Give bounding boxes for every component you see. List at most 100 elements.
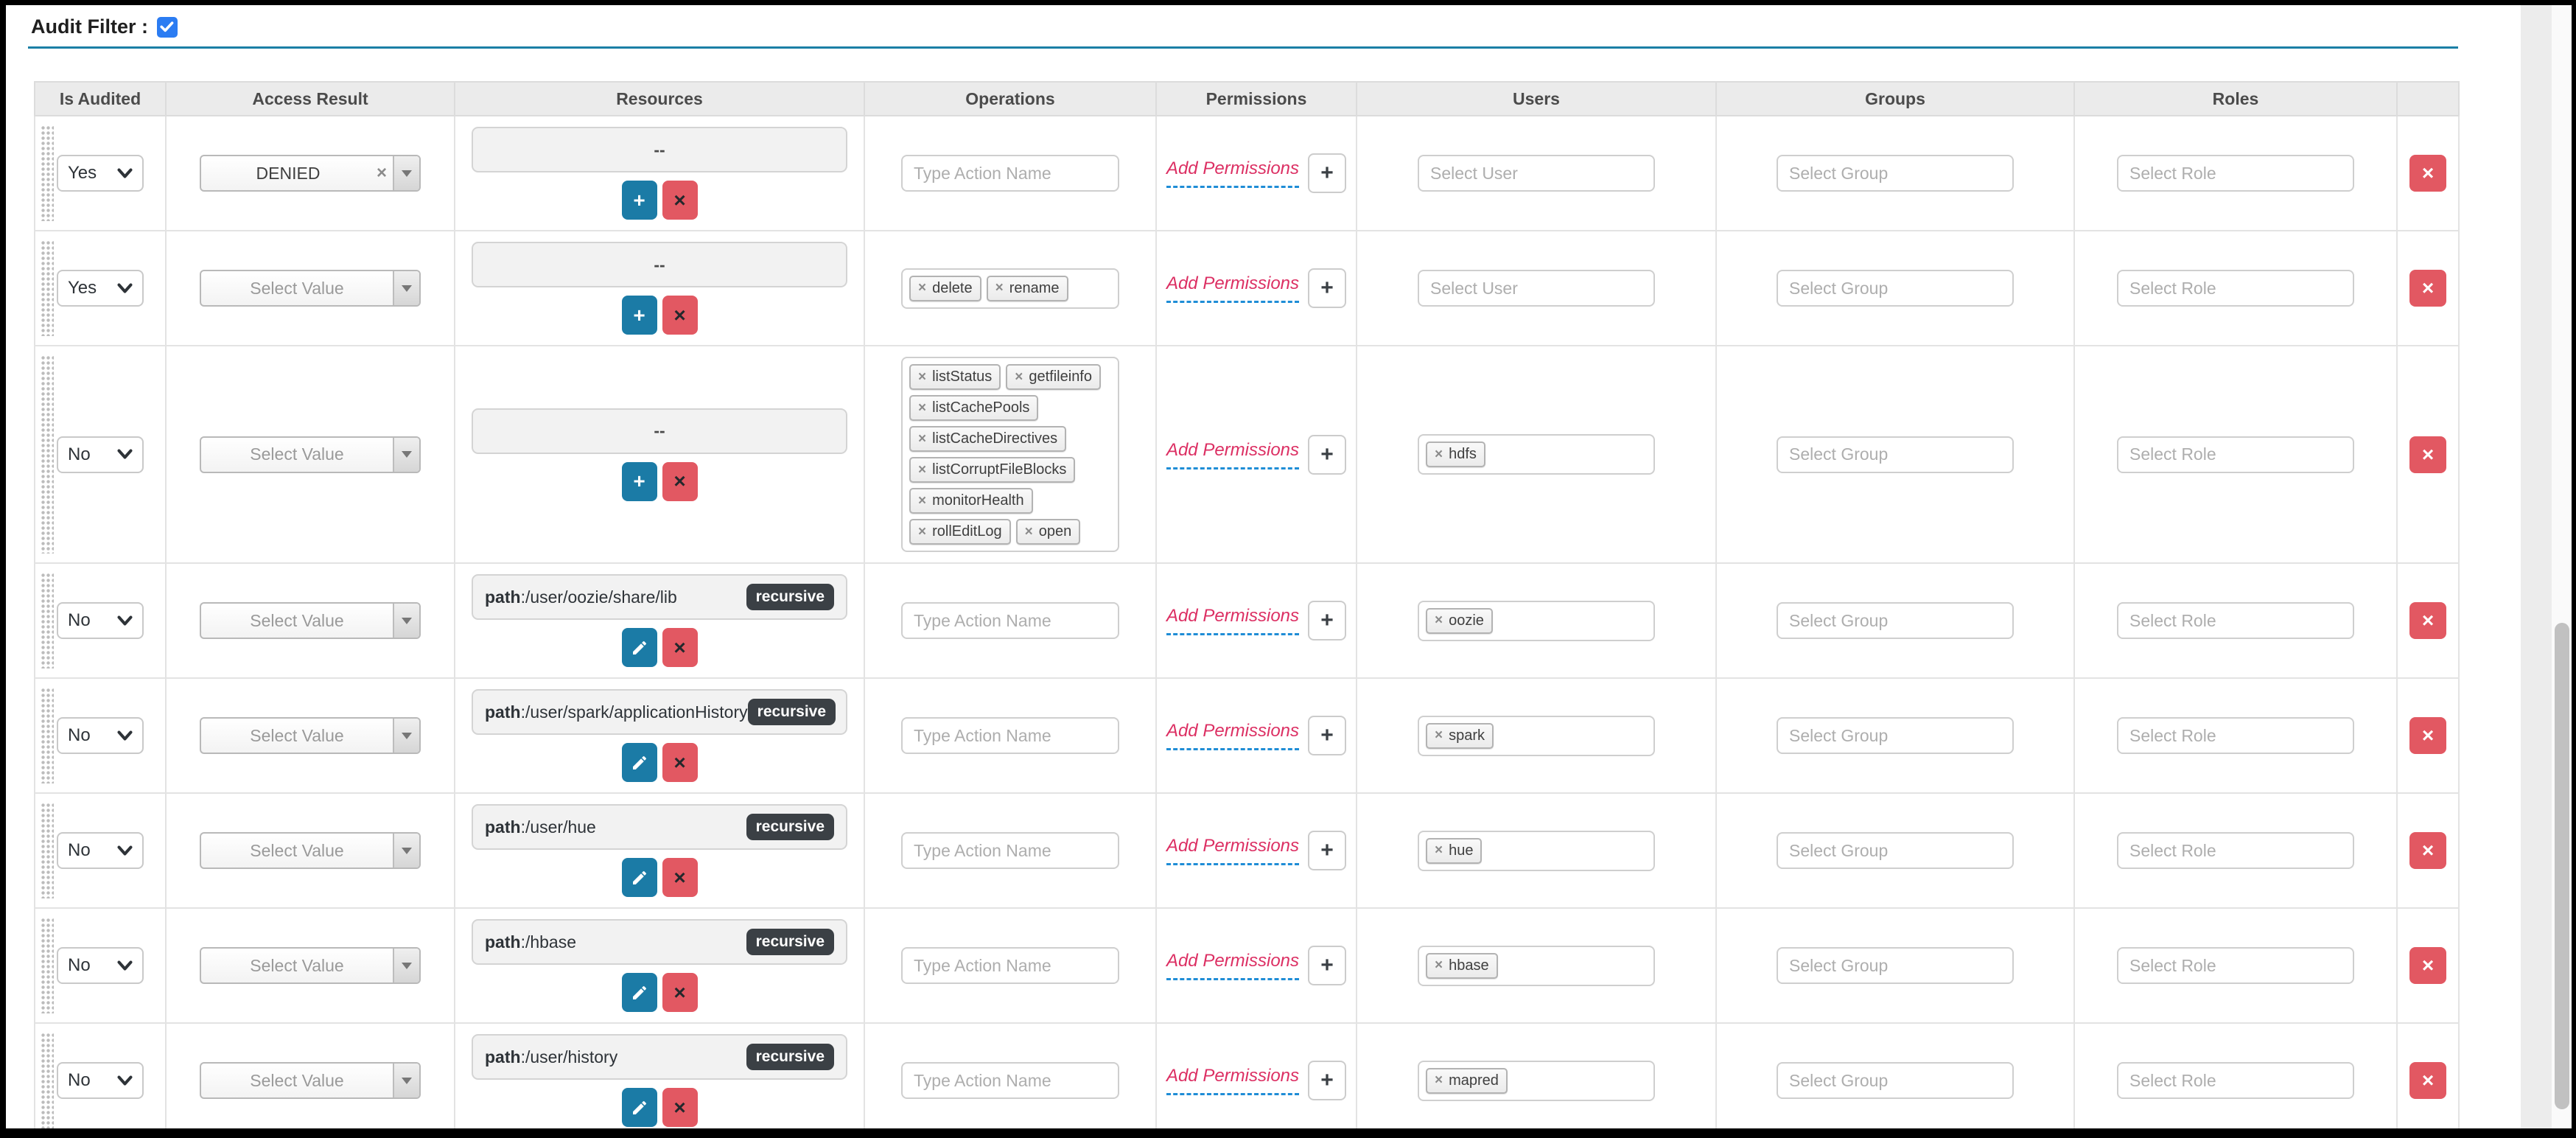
add-permissions-link[interactable]: Add Permissions (1166, 273, 1300, 303)
is-audited-select[interactable]: No (57, 602, 144, 639)
users-tags[interactable]: × hue (1418, 830, 1655, 871)
operations-input[interactable]: Type Action Name (901, 602, 1119, 639)
operations-input[interactable]: Type Action Name (901, 717, 1119, 754)
remove-resource-button[interactable]: × (662, 296, 698, 335)
users-tags[interactable]: × mapred (1418, 1060, 1655, 1101)
drag-handle[interactable] (41, 355, 54, 554)
remove-tag-icon[interactable]: × (918, 430, 927, 447)
dropdown-arrow-icon[interactable] (393, 834, 419, 868)
add-resource-button[interactable]: + (621, 296, 657, 335)
users-tags[interactable]: × oozie (1418, 600, 1655, 641)
remove-resource-button[interactable]: × (662, 461, 698, 501)
add-permission-button[interactable]: + (1308, 946, 1347, 985)
remove-tag-icon[interactable]: × (995, 280, 1004, 296)
access-result-select[interactable]: Select Value × (200, 947, 421, 984)
remove-resource-button[interactable]: × (662, 973, 698, 1012)
add-permissions-link[interactable]: Add Permissions (1166, 440, 1300, 469)
remove-resource-button[interactable]: × (662, 858, 698, 897)
is-audited-select[interactable]: No (57, 436, 144, 473)
users-tags[interactable]: × hbase (1418, 945, 1655, 986)
roles-input[interactable]: Select Role (2117, 436, 2354, 473)
add-resource-button[interactable]: + (621, 461, 657, 501)
is-audited-select[interactable]: No (57, 947, 144, 984)
roles-input[interactable]: Select Role (2117, 717, 2354, 754)
edit-resource-button[interactable] (621, 743, 657, 782)
groups-input[interactable]: Select Group (1777, 832, 2014, 869)
operations-input[interactable]: Type Action Name (901, 155, 1119, 192)
remove-tag-icon[interactable]: × (1435, 957, 1443, 973)
remove-tag-icon[interactable]: × (918, 399, 927, 416)
remove-tag-icon[interactable]: × (1435, 612, 1443, 628)
dropdown-arrow-icon[interactable] (393, 271, 419, 305)
groups-input[interactable]: Select Group (1777, 1062, 2014, 1099)
dropdown-arrow-icon[interactable] (393, 604, 419, 638)
access-result-select[interactable]: Select Value × (200, 602, 421, 639)
add-permissions-link[interactable]: Add Permissions (1166, 606, 1300, 635)
dropdown-arrow-icon[interactable] (393, 719, 419, 753)
is-audited-select[interactable]: No (57, 1062, 144, 1099)
delete-row-button[interactable]: × (2409, 436, 2446, 473)
access-result-select[interactable]: Select Value × (200, 436, 421, 473)
drag-handle[interactable] (41, 573, 54, 669)
access-result-select[interactable]: Select Value × (200, 832, 421, 869)
drag-handle[interactable] (41, 803, 54, 898)
drag-handle[interactable] (41, 1033, 54, 1128)
dropdown-arrow-icon[interactable] (393, 1064, 419, 1097)
roles-input[interactable]: Select Role (2117, 270, 2354, 307)
remove-tag-icon[interactable]: × (1015, 369, 1023, 385)
edit-resource-button[interactable] (621, 628, 657, 667)
delete-row-button[interactable]: × (2409, 947, 2446, 984)
delete-row-button[interactable]: × (2409, 832, 2446, 869)
remove-resource-button[interactable]: × (662, 743, 698, 782)
remove-tag-icon[interactable]: × (918, 523, 927, 540)
users-tags[interactable]: × spark (1418, 715, 1655, 756)
dropdown-arrow-icon[interactable] (393, 156, 419, 190)
remove-tag-icon[interactable]: × (918, 492, 927, 509)
operations-tags[interactable]: × delete × rename (901, 268, 1119, 309)
access-result-select[interactable]: DENIED × (200, 155, 421, 192)
access-result-select[interactable]: Select Value × (200, 270, 421, 307)
groups-input[interactable]: Select Group (1777, 155, 2014, 192)
add-permissions-link[interactable]: Add Permissions (1166, 951, 1300, 980)
remove-tag-icon[interactable]: × (1435, 446, 1443, 462)
remove-tag-icon[interactable]: × (1024, 523, 1033, 540)
add-permissions-link[interactable]: Add Permissions (1166, 1066, 1300, 1095)
add-permissions-link[interactable]: Add Permissions (1166, 158, 1300, 188)
drag-handle[interactable] (41, 125, 54, 221)
edit-resource-button[interactable] (621, 973, 657, 1012)
operations-input[interactable]: Type Action Name (901, 1062, 1119, 1099)
delete-row-button[interactable]: × (2409, 270, 2446, 307)
is-audited-select[interactable]: Yes (57, 155, 144, 192)
remove-tag-icon[interactable]: × (918, 461, 927, 478)
drag-handle[interactable] (41, 688, 54, 783)
access-result-select[interactable]: Select Value × (200, 1062, 421, 1099)
roles-input[interactable]: Select Role (2117, 1062, 2354, 1099)
dropdown-arrow-icon[interactable] (393, 437, 419, 472)
remove-tag-icon[interactable]: × (1435, 1072, 1443, 1088)
users-tags[interactable]: × hdfs (1418, 434, 1655, 475)
add-permissions-link[interactable]: Add Permissions (1166, 721, 1300, 750)
remove-resource-button[interactable]: × (662, 628, 698, 667)
add-permission-button[interactable]: + (1308, 831, 1347, 870)
add-permissions-link[interactable]: Add Permissions (1166, 836, 1300, 865)
remove-tag-icon[interactable]: × (1435, 727, 1443, 743)
add-permission-button[interactable]: + (1308, 153, 1347, 193)
remove-resource-button[interactable]: × (662, 181, 698, 220)
is-audited-select[interactable]: No (57, 832, 144, 869)
groups-input[interactable]: Select Group (1777, 717, 2014, 754)
groups-input[interactable]: Select Group (1777, 270, 2014, 307)
roles-input[interactable]: Select Role (2117, 947, 2354, 984)
users-input[interactable]: Select User (1418, 270, 1655, 307)
scrollbar-thumb[interactable] (2555, 623, 2569, 1109)
add-resource-button[interactable]: + (621, 181, 657, 220)
roles-input[interactable]: Select Role (2117, 602, 2354, 639)
remove-tag-icon[interactable]: × (918, 369, 927, 385)
roles-input[interactable]: Select Role (2117, 155, 2354, 192)
add-permission-button[interactable]: + (1308, 601, 1347, 640)
delete-row-button[interactable]: × (2409, 717, 2446, 754)
access-result-select[interactable]: Select Value × (200, 717, 421, 754)
drag-handle[interactable] (41, 918, 54, 1013)
remove-resource-button[interactable]: × (662, 1088, 698, 1127)
remove-tag-icon[interactable]: × (918, 280, 927, 296)
add-permission-button[interactable]: + (1308, 268, 1347, 308)
